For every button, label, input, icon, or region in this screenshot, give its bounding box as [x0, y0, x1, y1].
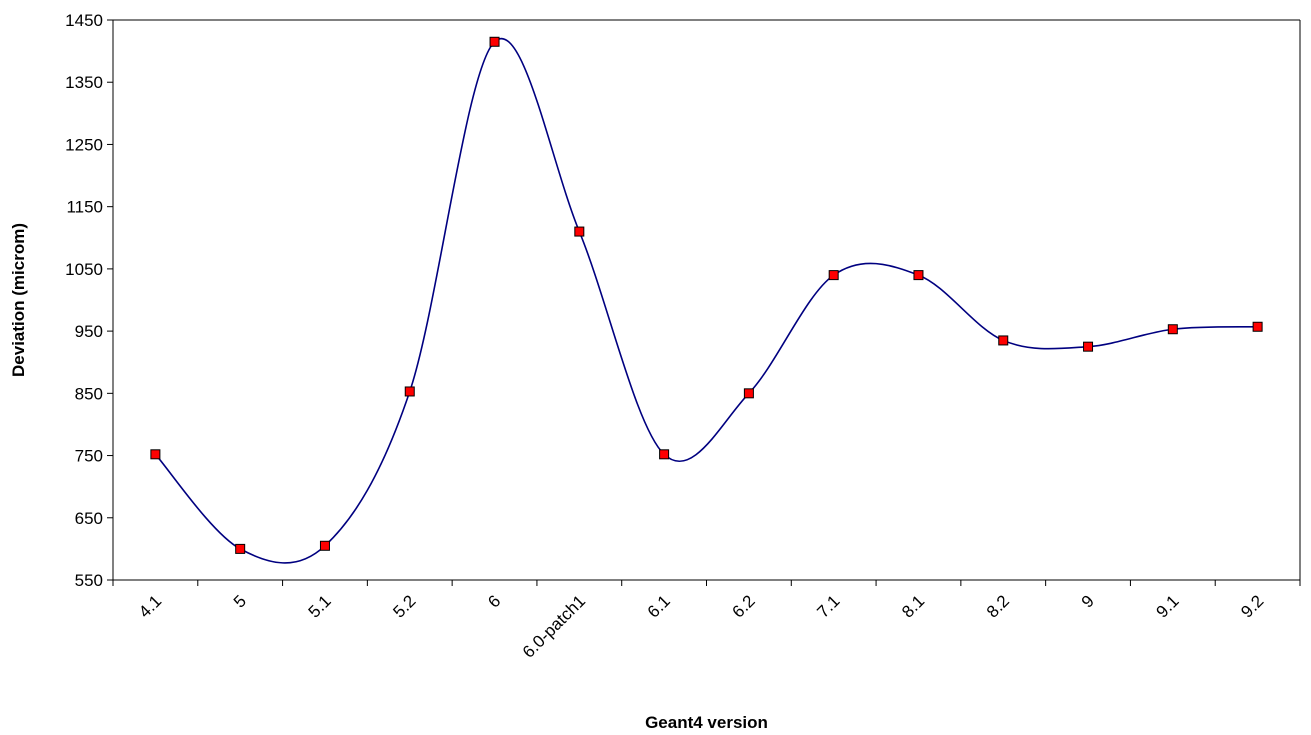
data-point-marker: [659, 449, 670, 460]
y-tick-label: 1250: [65, 135, 103, 154]
data-point-marker: [828, 270, 839, 281]
data-point-marker: [319, 540, 330, 551]
y-tick-label: 850: [75, 384, 103, 403]
data-point-marker: [1083, 341, 1094, 352]
y-axis-title: Deviation (microm): [9, 223, 28, 377]
data-point-marker: [404, 386, 415, 397]
data-point-marker: [235, 543, 246, 554]
y-tick-label: 1150: [66, 198, 103, 217]
data-point-marker: [574, 226, 585, 237]
y-axis-ticks: 550 650 750 850 950 1050 1150 1250 1350 1450: [65, 11, 113, 590]
y-tick-label: 1050: [65, 260, 103, 279]
y-tick-label: 950: [75, 322, 103, 341]
data-point-marker: [1252, 321, 1263, 332]
data-point-marker: [913, 270, 924, 281]
data-point-marker: [489, 36, 500, 47]
series-layer: [154, 38, 1258, 564]
data-point-marker: [998, 335, 1009, 346]
data-point-marker: [1167, 324, 1178, 335]
series-line: [154, 38, 1258, 564]
data-point-marker: [150, 449, 161, 460]
marker-layer: [150, 36, 1263, 554]
y-tick-label: 750: [75, 447, 103, 466]
y-tick-label: 1450: [65, 11, 103, 30]
data-point-marker: [743, 388, 754, 399]
x-axis-title: Geant4 version: [645, 713, 768, 732]
y-tick-label: 550: [75, 571, 103, 590]
y-tick-label: 650: [75, 509, 103, 528]
y-tick-label: 1350: [65, 73, 103, 92]
